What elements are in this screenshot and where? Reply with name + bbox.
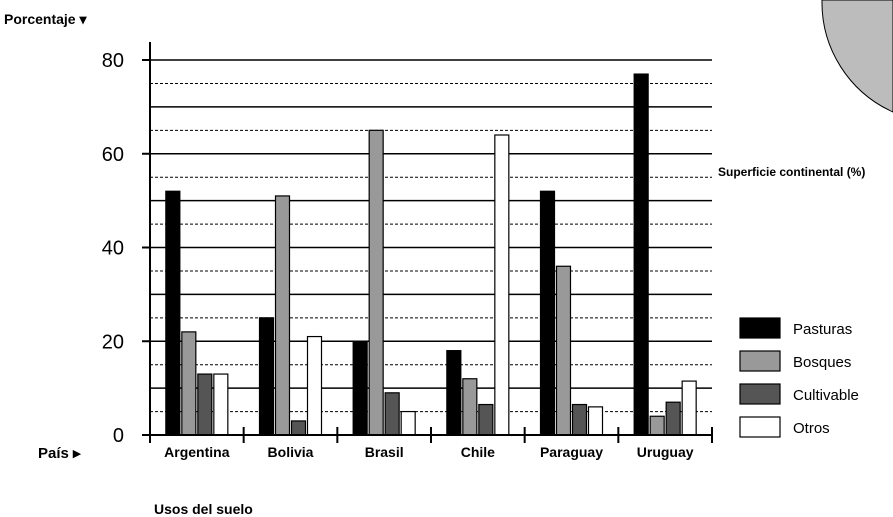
bar-bosques-bolivia — [274, 195, 291, 436]
bar-bosques-paraguay — [555, 265, 572, 436]
bar-pasturas-uruguay — [633, 73, 649, 436]
bar-bosques-uruguay — [649, 415, 665, 436]
x-tick-label: Uruguay — [637, 444, 694, 460]
bar-cultivable-paraguay — [571, 403, 588, 436]
y-tick-label: 0 — [113, 425, 124, 447]
bar-bosques-chile — [462, 378, 478, 436]
y-tick-label: 20 — [102, 331, 124, 353]
bar-pasturas-argentina — [165, 190, 181, 436]
bar-bosques-brasil — [368, 129, 384, 436]
bar-cultivable-chile — [478, 403, 494, 436]
y-tick-label: 80 — [102, 50, 124, 72]
legend-swatch — [739, 350, 781, 372]
y-tick-label: 60 — [102, 144, 124, 166]
x-axis: Argentina Bolivia Brasil Chile Paraguay Urugu… — [142, 427, 713, 460]
legend-swatch — [739, 416, 781, 438]
bar-cultivable-argentina — [197, 373, 213, 436]
bar-pasturas-chile — [446, 350, 462, 436]
x-tick-label: Paraguay — [540, 444, 603, 460]
legend-swatch — [739, 317, 781, 339]
y-axis: 0 20 40 60 80 — [102, 42, 151, 447]
bar-pasturas-brasil — [352, 340, 368, 436]
bar-otros-bolivia — [306, 335, 323, 436]
gridlines — [150, 59, 712, 413]
bar-bosques-argentina — [181, 331, 197, 436]
y-axis-label: Porcentaje ▾ — [4, 11, 87, 27]
legend-label: Pasturas — [793, 321, 852, 338]
bar-otros-paraguay — [587, 406, 604, 436]
side-note: Superficie continental (%) — [718, 165, 865, 179]
legend-swatch — [739, 383, 781, 405]
bar-pasturas-paraguay — [539, 190, 556, 436]
x-tick-label: Brasil — [365, 444, 404, 460]
bars — [165, 73, 697, 436]
bottom-note: Usos del suelo — [154, 501, 253, 517]
legend-label: Bosques — [793, 354, 851, 371]
bar-cultivable-bolivia — [290, 420, 307, 436]
legend-label: Otros — [793, 420, 830, 437]
x-tick-label: Bolivia — [268, 444, 314, 460]
legend: Pasturas Bosques Cultivable Otros — [739, 317, 859, 438]
y-tick-label: 40 — [102, 238, 124, 260]
bar-pasturas-bolivia — [258, 317, 275, 436]
bar-otros-chile — [494, 134, 510, 436]
bar-cultivable-brasil — [384, 392, 400, 436]
x-axis-label: País ▸ — [38, 445, 82, 462]
bar-otros-brasil — [400, 410, 416, 436]
legend-label: Cultivable — [793, 387, 859, 404]
bar-cultivable-uruguay — [665, 401, 681, 436]
bar-otros-argentina — [213, 373, 229, 436]
x-tick-label: Chile — [461, 444, 495, 460]
pie-fragment — [821, 0, 893, 113]
bar-otros-uruguay — [681, 380, 697, 436]
x-tick-label: Argentina — [164, 444, 230, 460]
